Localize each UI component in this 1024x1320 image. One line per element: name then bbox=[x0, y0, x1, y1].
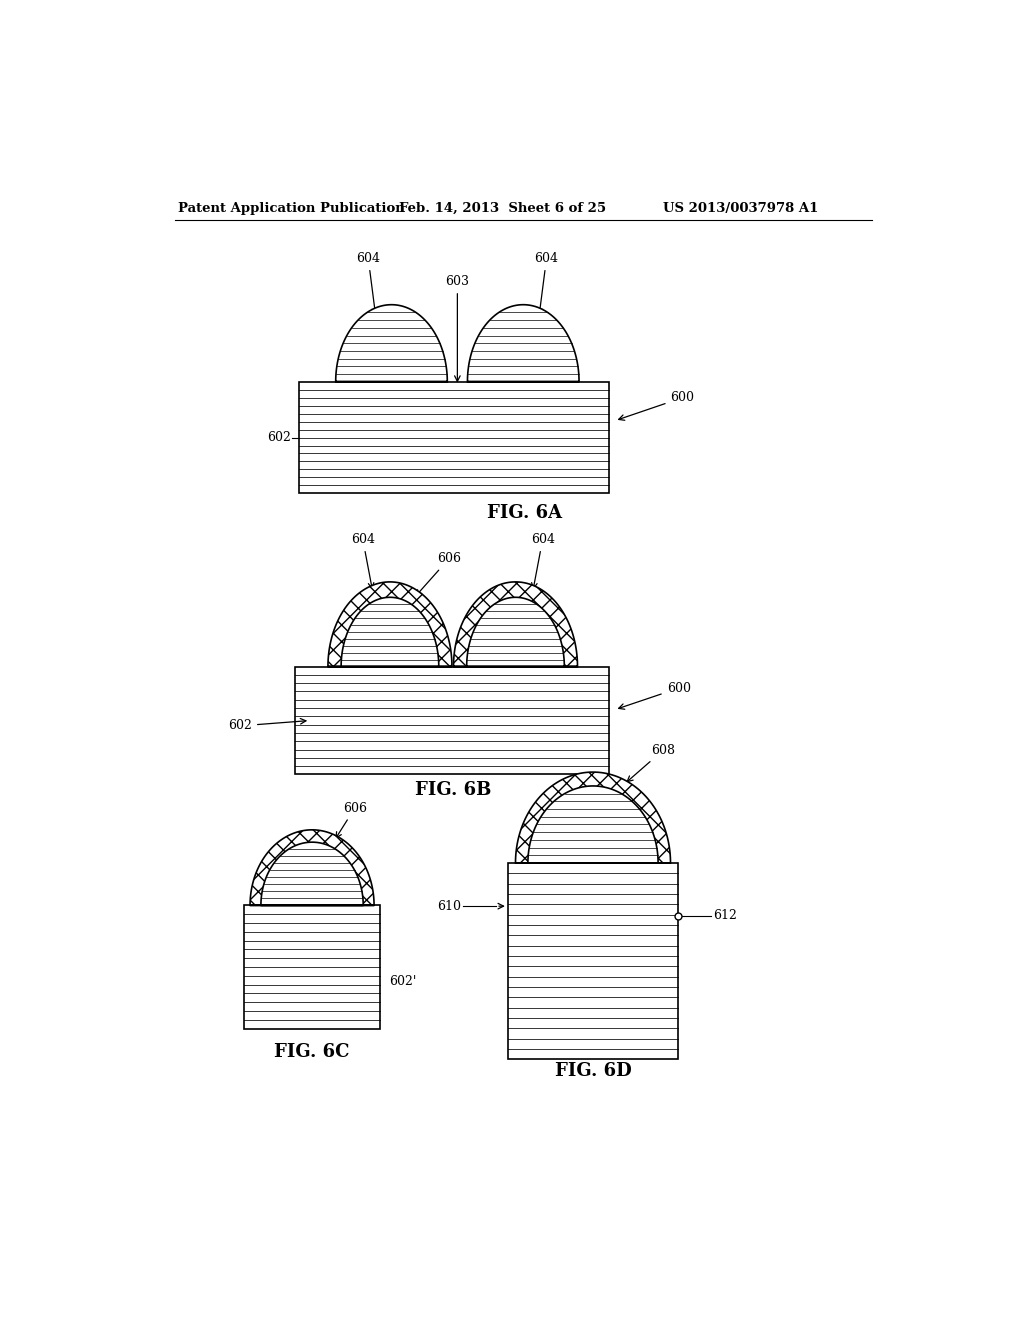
Polygon shape bbox=[528, 785, 658, 863]
Text: 603: 603 bbox=[445, 275, 469, 381]
Polygon shape bbox=[454, 582, 578, 667]
Text: Patent Application Publication: Patent Application Publication bbox=[178, 202, 406, 215]
Text: 604: 604 bbox=[530, 533, 555, 589]
Text: 600: 600 bbox=[618, 391, 694, 420]
Text: FIG. 6B: FIG. 6B bbox=[416, 781, 492, 799]
Text: 602: 602 bbox=[228, 718, 306, 733]
Polygon shape bbox=[467, 305, 579, 381]
Text: FIG. 6A: FIG. 6A bbox=[487, 504, 562, 521]
Text: US 2013/0037978 A1: US 2013/0037978 A1 bbox=[663, 202, 818, 215]
Text: 600: 600 bbox=[618, 681, 690, 709]
Polygon shape bbox=[467, 598, 564, 667]
Polygon shape bbox=[341, 598, 438, 667]
Polygon shape bbox=[336, 305, 447, 381]
Text: 608: 608 bbox=[627, 744, 675, 781]
Text: FIG. 6D: FIG. 6D bbox=[555, 1061, 632, 1080]
Polygon shape bbox=[250, 830, 374, 906]
Text: 606: 606 bbox=[416, 552, 461, 595]
Text: 602': 602' bbox=[389, 975, 417, 989]
Text: Feb. 14, 2013  Sheet 6 of 25: Feb. 14, 2013 Sheet 6 of 25 bbox=[399, 202, 606, 215]
Polygon shape bbox=[261, 842, 364, 906]
Text: 604: 604 bbox=[356, 252, 380, 314]
Bar bbox=[508, 863, 678, 1059]
Bar bbox=[245, 906, 380, 1028]
Text: FIG. 6C: FIG. 6C bbox=[274, 1043, 349, 1060]
Polygon shape bbox=[515, 772, 671, 863]
Polygon shape bbox=[328, 582, 452, 667]
Text: 610: 610 bbox=[437, 900, 461, 912]
Bar bbox=[295, 667, 608, 775]
Text: 606: 606 bbox=[336, 801, 367, 838]
Text: 604: 604 bbox=[351, 533, 375, 589]
Text: 612: 612 bbox=[713, 909, 737, 923]
Text: 604: 604 bbox=[535, 252, 558, 314]
Text: 602: 602 bbox=[267, 432, 291, 444]
Bar bbox=[299, 381, 608, 494]
